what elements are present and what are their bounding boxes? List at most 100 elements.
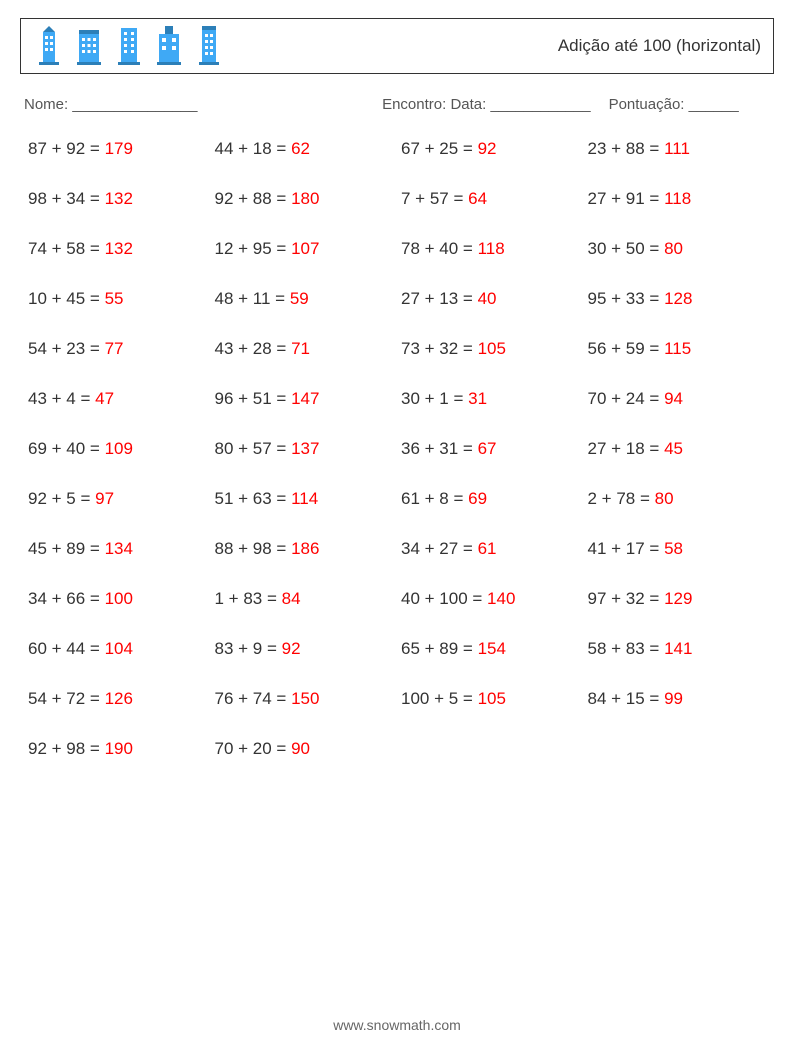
problem-answer: 84 (282, 589, 301, 608)
buildings-icon-row (33, 26, 225, 66)
problem-answer: 107 (291, 239, 319, 258)
problem-answer: 58 (664, 539, 683, 558)
building-icon (113, 26, 145, 66)
problem-cell: 95 + 33 = 128 (588, 289, 767, 309)
problem-answer: 71 (291, 339, 310, 358)
problem-cell: 41 + 17 = 58 (588, 539, 767, 559)
problem-answer: 64 (468, 189, 487, 208)
problem-cell: 65 + 89 = 154 (401, 639, 580, 659)
problem-expression: 27 + 18 = (588, 439, 665, 458)
problem-answer: 114 (291, 489, 318, 508)
problem-answer: 80 (655, 489, 674, 508)
problem-expression: 88 + 98 = (215, 539, 292, 558)
problem-cell: 27 + 18 = 45 (588, 439, 767, 459)
problem-expression: 43 + 28 = (215, 339, 292, 358)
problem-cell: 84 + 15 = 99 (588, 689, 767, 709)
problem-answer: 118 (664, 189, 691, 208)
problem-answer: 132 (105, 239, 133, 258)
problem-expression: 60 + 44 = (28, 639, 105, 658)
problem-cell: 30 + 1 = 31 (401, 389, 580, 409)
problem-expression: 12 + 95 = (215, 239, 292, 258)
problem-cell: 69 + 40 = 109 (28, 439, 207, 459)
problem-expression: 95 + 33 = (588, 289, 665, 308)
problem-cell: 40 + 100 = 140 (401, 589, 580, 609)
date-field-label: Encontro: Data: ____________ (382, 96, 591, 113)
problem-answer: 126 (105, 689, 133, 708)
problem-answer: 129 (664, 589, 692, 608)
problem-expression: 30 + 1 = (401, 389, 468, 408)
problem-expression: 45 + 89 = (28, 539, 105, 558)
problem-cell: 44 + 18 = 62 (215, 139, 394, 159)
problem-expression: 54 + 72 = (28, 689, 105, 708)
problem-cell: 10 + 45 = 55 (28, 289, 207, 309)
problem-expression: 30 + 50 = (588, 239, 665, 258)
problem-expression: 41 + 17 = (588, 539, 665, 558)
problem-expression: 27 + 91 = (588, 189, 665, 208)
problem-answer: 80 (664, 239, 683, 258)
problem-cell: 73 + 32 = 105 (401, 339, 580, 359)
problem-cell: 54 + 72 = 126 (28, 689, 207, 709)
header-box: Adição até 100 (horizontal) (20, 18, 774, 74)
problem-cell: 83 + 9 = 92 (215, 639, 394, 659)
problem-cell: 12 + 95 = 107 (215, 239, 394, 259)
problem-expression: 96 + 51 = (215, 389, 292, 408)
problem-expression: 36 + 31 = (401, 439, 478, 458)
problem-cell: 34 + 27 = 61 (401, 539, 580, 559)
problem-cell: 30 + 50 = 80 (588, 239, 767, 259)
problem-cell: 97 + 32 = 129 (588, 589, 767, 609)
problem-cell: 2 + 78 = 80 (588, 489, 767, 509)
problem-answer: 109 (105, 439, 133, 458)
problem-answer: 134 (105, 539, 133, 558)
problem-answer: 55 (105, 289, 124, 308)
problem-cell: 92 + 5 = 97 (28, 489, 207, 509)
problem-answer: 105 (478, 689, 506, 708)
problem-answer: 137 (291, 439, 319, 458)
problem-expression: 65 + 89 = (401, 639, 478, 658)
problem-answer: 100 (105, 589, 133, 608)
problem-cell: 61 + 8 = 69 (401, 489, 580, 509)
problem-cell: 67 + 25 = 92 (401, 139, 580, 159)
problem-answer: 77 (105, 339, 124, 358)
problem-cell: 58 + 83 = 141 (588, 639, 767, 659)
problem-cell: 45 + 89 = 134 (28, 539, 207, 559)
problem-expression: 1 + 83 = (215, 589, 282, 608)
problem-expression: 34 + 66 = (28, 589, 105, 608)
problem-answer: 115 (664, 339, 691, 358)
problem-expression: 100 + 5 = (401, 689, 478, 708)
problem-expression: 97 + 32 = (588, 589, 665, 608)
problem-expression: 83 + 9 = (215, 639, 282, 658)
problem-expression: 80 + 57 = (215, 439, 292, 458)
problem-cell: 43 + 28 = 71 (215, 339, 394, 359)
worksheet-page: Adição até 100 (horizontal) Nome: ______… (0, 0, 794, 1053)
problem-expression: 74 + 58 = (28, 239, 105, 258)
problem-answer: 67 (478, 439, 497, 458)
problem-answer: 47 (95, 389, 114, 408)
problem-expression: 10 + 45 = (28, 289, 105, 308)
problem-cell: 92 + 98 = 190 (28, 739, 207, 759)
problem-expression: 67 + 25 = (401, 139, 478, 158)
problem-cell: 27 + 91 = 118 (588, 189, 767, 209)
problem-expression: 92 + 98 = (28, 739, 105, 758)
worksheet-title: Adição até 100 (horizontal) (558, 36, 761, 56)
problem-answer: 99 (664, 689, 683, 708)
problems-grid: 87 + 92 = 17944 + 18 = 6267 + 25 = 9223 … (20, 139, 774, 759)
name-field-label: Nome: _______________ (24, 96, 382, 113)
problem-expression: 27 + 13 = (401, 289, 478, 308)
problem-expression: 98 + 34 = (28, 189, 105, 208)
problem-answer: 140 (487, 589, 515, 608)
problem-answer: 61 (478, 539, 497, 558)
problem-expression: 51 + 63 = (215, 489, 292, 508)
problem-answer: 104 (105, 639, 133, 658)
problem-expression: 76 + 74 = (215, 689, 292, 708)
problem-expression: 61 + 8 = (401, 489, 468, 508)
problem-expression: 23 + 88 = (588, 139, 665, 158)
problem-cell: 78 + 40 = 118 (401, 239, 580, 259)
problem-cell: 51 + 63 = 114 (215, 489, 394, 509)
problem-expression: 56 + 59 = (588, 339, 665, 358)
problem-expression: 44 + 18 = (215, 139, 292, 158)
building-icon (193, 26, 225, 66)
problem-cell: 54 + 23 = 77 (28, 339, 207, 359)
building-icon (153, 26, 185, 66)
problem-expression: 92 + 5 = (28, 489, 95, 508)
problem-expression: 84 + 15 = (588, 689, 665, 708)
